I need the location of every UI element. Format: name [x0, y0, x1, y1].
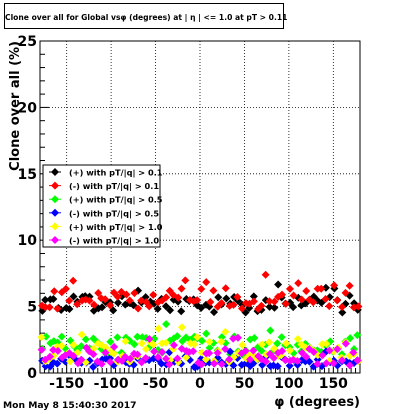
y-axis-label: Clone over all (%): [8, 41, 23, 171]
y-tick-label: 25: [18, 34, 37, 50]
x-tick-label: -50: [143, 376, 169, 392]
legend-box: [42, 164, 161, 248]
x-tick-label: 0: [195, 376, 205, 392]
y-tick-label: 15: [18, 167, 37, 183]
data-points: [37, 270, 363, 371]
chart-title: Clone over all for Global vsφ (degrees) …: [5, 13, 288, 22]
y-tick-label: 10: [18, 233, 38, 249]
x-tick-label: 150: [319, 376, 348, 392]
chart-title-box: Clone over all for Global vsφ (degrees) …: [4, 3, 288, 29]
legend-label: (+) with pT/|q| > 0.1: [69, 168, 163, 178]
x-tick-label: 100: [274, 376, 303, 392]
y-tick-label: 0: [27, 366, 37, 382]
timestamp: Mon May 8 15:40:30 2017: [3, 400, 137, 411]
x-tick-label: -100: [94, 376, 129, 392]
legend-label: (-) with pT/|q| > 0.5: [69, 208, 159, 218]
legend: (+) with pT/|q| > 0.1 (-) with pT/|q| > 0…: [42, 164, 163, 248]
x-axis-label: φ (degrees): [274, 395, 360, 410]
y-tick-label: 5: [27, 300, 37, 316]
x-tick-label: 50: [235, 376, 255, 392]
legend-label: (+) with pT/|q| > 0.5: [69, 195, 163, 205]
legend-label: (-) with pT/|q| > 0.1: [69, 181, 159, 191]
legend-label: (+) with pT/|q| > 1.0: [69, 222, 163, 232]
legend-label: (-) with pT/|q| > 1.0: [69, 236, 159, 246]
x-tick-label: -150: [49, 376, 84, 392]
y-tick-label: 20: [18, 100, 38, 116]
